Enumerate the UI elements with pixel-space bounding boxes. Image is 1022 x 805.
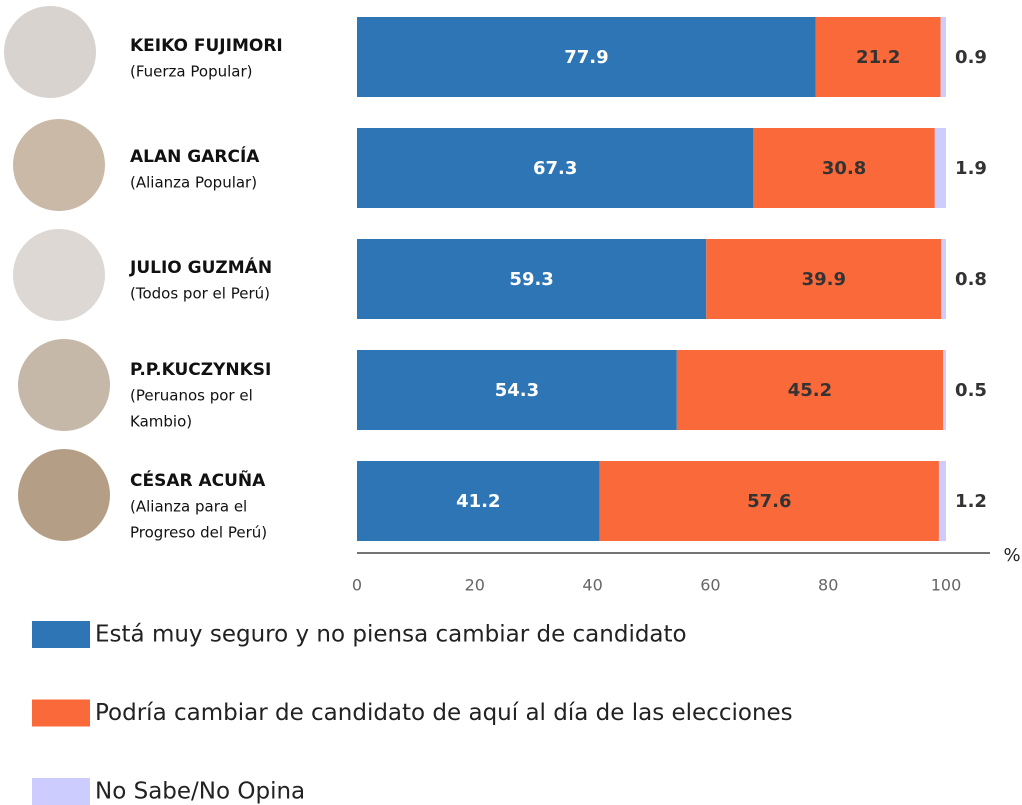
x-tick-label: 40 — [582, 576, 602, 595]
value-label: 54.3 — [495, 380, 539, 401]
candidate-photo — [13, 119, 105, 211]
candidate-name: KEIKO FUJIMORI — [130, 36, 283, 56]
value-label: 1.9 — [955, 158, 987, 179]
bar-segment — [939, 461, 946, 541]
bar-segment — [941, 239, 946, 319]
x-tick-label: 60 — [700, 576, 720, 595]
candidate-party: (Alianza Popular) — [130, 174, 257, 192]
candidate-party: (Peruanos por el — [130, 387, 253, 405]
candidate-name: ALAN GARCÍA — [130, 145, 260, 167]
legend-swatch — [32, 700, 90, 727]
candidate-photo — [13, 229, 105, 321]
value-label: 67.3 — [533, 158, 577, 179]
bar-segment — [943, 350, 946, 430]
legend-label: Podría cambiar de candidato de aquí al d… — [95, 700, 793, 726]
value-label: 0.9 — [955, 47, 987, 68]
legend-swatch — [32, 778, 90, 805]
photos — [4, 6, 110, 541]
x-tick-label: 20 — [465, 576, 485, 595]
bar-segment — [935, 128, 946, 208]
legend-label: No Sabe/No Opina — [95, 779, 305, 805]
value-label: 21.2 — [856, 47, 900, 68]
x-tick-label: 80 — [818, 576, 838, 595]
candidate-photo — [4, 6, 96, 98]
candidate-name: JULIO GUZMÁN — [129, 256, 272, 278]
value-label: 45.2 — [788, 380, 832, 401]
x-axis-label: % — [1003, 545, 1020, 566]
value-label: 39.9 — [802, 269, 846, 290]
chart: % 0 20 40 60 80 100 KEIKO FUJIMORI (Fuerza Popu… — [0, 0, 1022, 805]
value-label: 77.9 — [564, 47, 608, 68]
candidate-party: (Todos por el Perú) — [130, 285, 270, 303]
candidate-party: (Alianza para el — [130, 498, 247, 516]
candidate-photo — [18, 339, 110, 431]
bar-segment — [941, 17, 946, 97]
value-label: 41.2 — [456, 491, 500, 512]
x-tick-label: 0 — [352, 576, 362, 595]
value-label: 30.8 — [822, 158, 866, 179]
candidate-party: (Fuerza Popular) — [130, 63, 253, 81]
value-label: 59.3 — [509, 269, 553, 290]
candidate-party: Progreso del Perú) — [130, 524, 267, 542]
value-label: 0.5 — [955, 380, 987, 401]
value-label: 57.6 — [747, 491, 791, 512]
candidate-name: CÉSAR ACUÑA — [130, 468, 266, 491]
value-label: 0.8 — [955, 269, 987, 290]
candidate-name: P.P.KUCZYNKSI — [130, 360, 271, 380]
legend-label: Está muy seguro y no piensa cambiar de c… — [95, 622, 687, 648]
value-label: 1.2 — [955, 491, 987, 512]
legend-swatch — [32, 621, 90, 648]
x-tick-label: 100 — [931, 576, 962, 595]
candidate-party: Kambio) — [130, 413, 192, 431]
candidate-photo — [18, 449, 110, 541]
